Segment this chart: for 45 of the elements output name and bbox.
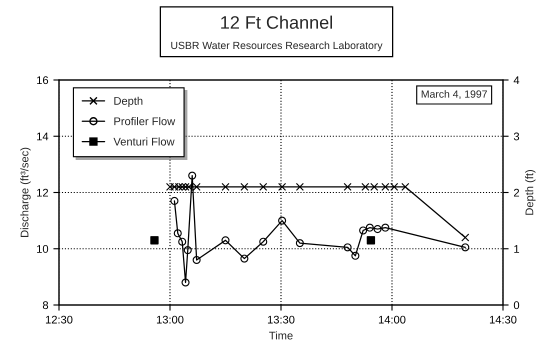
point bbox=[188, 172, 196, 180]
point bbox=[359, 226, 368, 234]
y2-tick-label: 0 bbox=[514, 301, 520, 310]
point bbox=[381, 224, 390, 232]
legend-label: Profiler Flow bbox=[114, 117, 176, 126]
y2-tick-label: 4 bbox=[514, 76, 520, 84]
legend-label: Depth bbox=[114, 96, 142, 108]
point bbox=[178, 238, 186, 246]
x-tick-label: 13:00 bbox=[156, 316, 184, 324]
x-tick-label: 12:30 bbox=[46, 316, 72, 324]
point bbox=[192, 256, 201, 264]
y2-tick-label: 1 bbox=[514, 245, 520, 253]
point bbox=[150, 236, 159, 244]
point bbox=[344, 243, 352, 252]
point bbox=[351, 252, 360, 260]
y-tick-label: 16 bbox=[37, 76, 48, 84]
point bbox=[240, 254, 248, 263]
legend-label: Venturi Flow bbox=[113, 137, 175, 146]
y2-axis-title: Depth (ft) bbox=[525, 170, 536, 215]
y-tick-label: 10 bbox=[37, 245, 48, 253]
point bbox=[259, 238, 268, 246]
point bbox=[296, 239, 304, 248]
y-tick-label: 12 bbox=[37, 188, 48, 197]
point bbox=[374, 225, 382, 234]
chart-title: 12 Ft Channel bbox=[221, 16, 332, 29]
point bbox=[182, 278, 190, 287]
annotation: March 4, 1997 bbox=[422, 90, 487, 100]
x-tick-label: 13:30 bbox=[268, 316, 294, 324]
x-axis-title: Time bbox=[269, 331, 293, 340]
point bbox=[278, 216, 286, 225]
point bbox=[174, 229, 182, 238]
y-tick-label: 8 bbox=[42, 301, 48, 310]
y-axis-title: Discharge (ft³/sec) bbox=[20, 148, 31, 237]
point bbox=[366, 224, 374, 232]
x-tick-label: 14:00 bbox=[378, 316, 406, 324]
y2-tick-label: 3 bbox=[514, 132, 520, 140]
chart-subtitle: USBR Water Resources Research Laboratory bbox=[171, 41, 383, 52]
y2-tick-label: 2 bbox=[514, 188, 520, 197]
point bbox=[366, 236, 376, 244]
point bbox=[170, 196, 178, 205]
point bbox=[221, 236, 230, 244]
point bbox=[184, 246, 192, 254]
point bbox=[461, 243, 470, 252]
y-tick-label: 14 bbox=[37, 132, 48, 140]
x-tick-label: 14:30 bbox=[490, 316, 516, 324]
